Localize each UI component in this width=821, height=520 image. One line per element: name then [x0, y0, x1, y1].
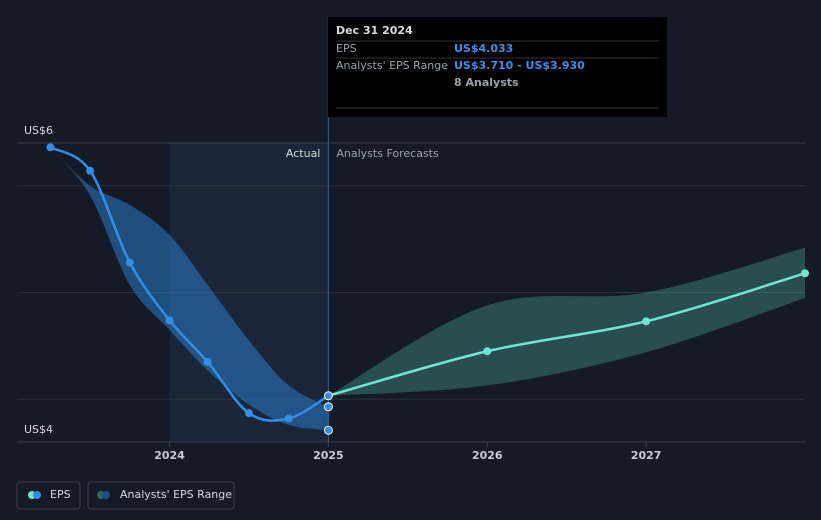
eps-point [642, 317, 651, 326]
eps-point [284, 414, 293, 423]
tooltip-analysts: 8 Analysts [454, 76, 519, 89]
range-point [323, 402, 333, 412]
period-label: Analysts Forecasts [336, 147, 439, 160]
eps-line [328, 272, 806, 397]
range-band [328, 247, 805, 396]
legend-item[interactable] [16, 481, 81, 510]
eps-point [483, 347, 492, 356]
tooltip-label: Analysts' EPS Range [336, 59, 448, 72]
period-label: Actual [286, 147, 320, 160]
eps-line [49, 146, 330, 422]
range-band [50, 147, 329, 431]
eps-point [244, 409, 253, 418]
eps-point [125, 258, 134, 267]
eps-point [46, 143, 55, 152]
x-tick-label: 2026 [472, 449, 503, 462]
legend-swatch [102, 491, 110, 499]
tooltip-value: US$3.710 - US$3.930 [454, 59, 585, 72]
legend-swatch [33, 491, 41, 499]
eps-point [165, 316, 174, 325]
legend-label: EPS [50, 488, 71, 501]
eps-point [203, 357, 212, 366]
y-tick-label: US$4 [24, 423, 53, 436]
tooltip-label: EPS [336, 42, 357, 55]
x-tick-label: 2025 [313, 449, 344, 462]
y-tick-label: US$6 [24, 124, 53, 137]
x-tick-label: 2024 [154, 449, 185, 462]
tooltip-box [328, 17, 667, 117]
eps-point [801, 269, 809, 278]
legend-label: Analysts' EPS Range [120, 488, 232, 501]
tooltip-value: US$4.033 [454, 42, 513, 55]
eps-point [86, 166, 95, 175]
legend-item[interactable] [87, 481, 235, 510]
eps-point [323, 391, 333, 401]
x-tick-label: 2027 [631, 449, 662, 462]
range-point [323, 425, 333, 435]
tooltip-date: Dec 31 2024 [336, 24, 413, 37]
